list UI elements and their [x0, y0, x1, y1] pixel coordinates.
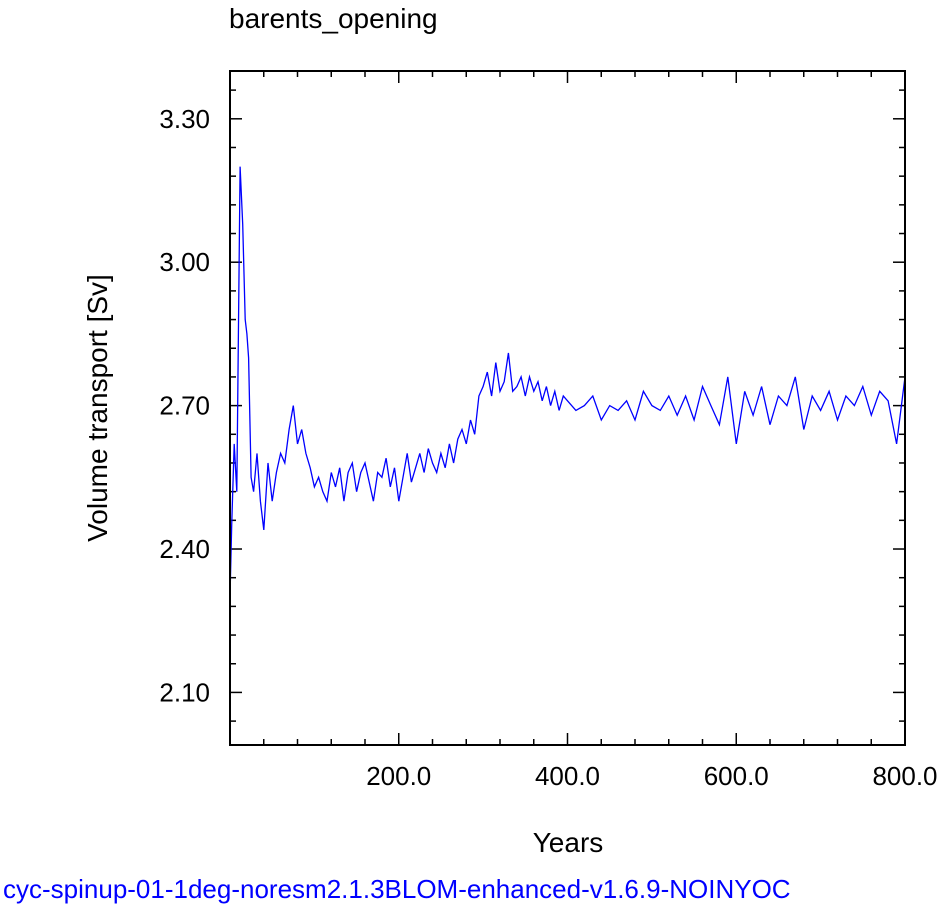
chart-title: barents_opening [229, 3, 438, 34]
y-tick-label: 3.00 [159, 247, 210, 277]
y-tick-label: 2.40 [159, 534, 210, 564]
y-axis-label: Volume transport [Sv] [82, 274, 113, 542]
y-tick-label: 2.70 [159, 391, 210, 421]
x-tick-label: 200.0 [366, 761, 431, 791]
tick-labels: 200.0 400.0 600.0 800.0 2.10 2.40 2.70 3.00 3.30 [159, 104, 937, 791]
series-line [229, 166, 906, 597]
x-tick-label: 400.0 [535, 761, 600, 791]
x-tick-label: 600.0 [704, 761, 769, 791]
y-tick-label: 3.30 [159, 104, 210, 134]
x-tick-label: 800.0 [872, 761, 937, 791]
plot-frame [229, 70, 906, 746]
footer-label: cyc-spinup-01-1deg-noresm2.1.3BLOM-enhan… [3, 874, 791, 904]
x-axis-label: Years [533, 827, 604, 858]
y-tick-label: 2.10 [159, 677, 210, 707]
axis-ticks [229, 71, 906, 745]
